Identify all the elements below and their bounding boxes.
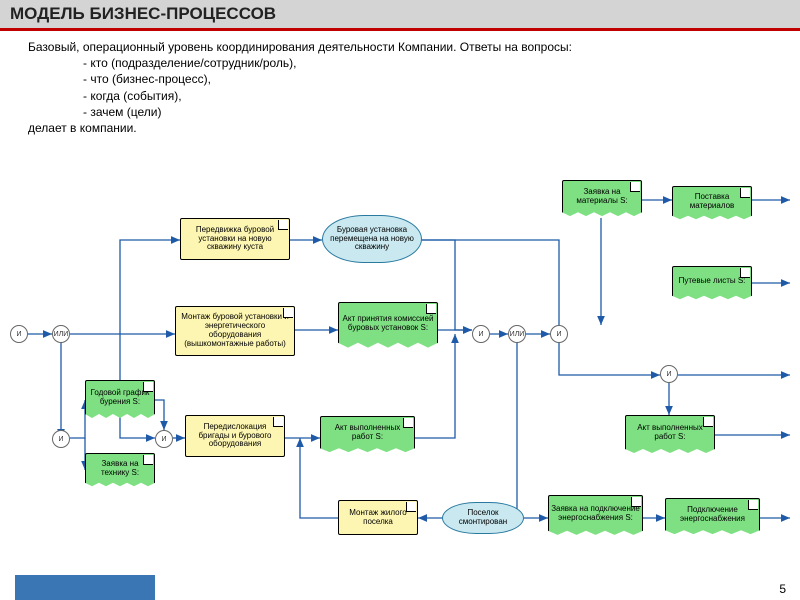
node-g_and4: И: [472, 325, 490, 343]
footer-accent: [15, 575, 155, 600]
bullet: - когда (события),: [83, 88, 800, 104]
node-e2: Поселок смонтирован: [442, 502, 524, 534]
page-number: 5: [779, 582, 786, 596]
node-g_or1: ИЛИ: [52, 325, 70, 343]
intro-bullets: - кто (подразделение/сотрудник/роль), - …: [83, 55, 800, 120]
intro-trail: делает в компании.: [28, 120, 800, 136]
node-p2: Монтаж буровой установки и энергетическо…: [175, 306, 295, 356]
node-p1: Передвижка буровой установки на новую ск…: [180, 218, 290, 260]
bullet: - кто (подразделение/сотрудник/роль),: [83, 55, 800, 71]
bullet: - зачем (цели): [83, 104, 800, 120]
node-d_akt1: Акт принятия комиссией буровых установок…: [338, 302, 438, 350]
node-g_and6: И: [660, 365, 678, 383]
node-p4: Монтаж жилого поселка: [338, 500, 418, 535]
node-d_zayt: Заявка на технику S:: [85, 453, 155, 488]
node-d_akt2: Акт выполненных работ S:: [320, 416, 415, 454]
intro-lead: Базовый, операционный уровень координиро…: [28, 39, 800, 55]
node-d_god: Годовой график бурения S:: [85, 380, 155, 420]
node-d_poden: Подключение энергоснабжения: [665, 498, 760, 536]
node-p3: Передислокация бригады и бурового оборуд…: [185, 415, 285, 457]
header-bar: МОДЕЛЬ БИЗНЕС-ПРОЦЕССОВ: [0, 0, 800, 31]
node-g_and1: И: [10, 325, 28, 343]
node-d_zaymat: Заявка на материалы S:: [562, 180, 642, 218]
node-g_or2: ИЛИ: [508, 325, 526, 343]
node-d_post: Поставка материалов: [672, 186, 752, 221]
bullet: - что (бизнес-процесс),: [83, 71, 800, 87]
flowchart-diagram: И ИЛИ И И И ИЛИ И И Передвижка буровой установки…: [0, 170, 800, 600]
node-d_zayen: Заявка на подключение энергоснабжения S:: [548, 495, 643, 537]
node-g_and3: И: [155, 430, 173, 448]
node-d_akt3: Акт выполненных работ S:: [625, 415, 715, 455]
intro-text: Базовый, операционный уровень координиро…: [28, 39, 800, 136]
node-e1: Буровая установка перемещена на новую ск…: [322, 215, 422, 263]
page-title: МОДЕЛЬ БИЗНЕС-ПРОЦЕССОВ: [10, 4, 790, 24]
node-g_and5: И: [550, 325, 568, 343]
node-d_put: Путевые листы S:: [672, 266, 752, 301]
node-g_and2: И: [52, 430, 70, 448]
